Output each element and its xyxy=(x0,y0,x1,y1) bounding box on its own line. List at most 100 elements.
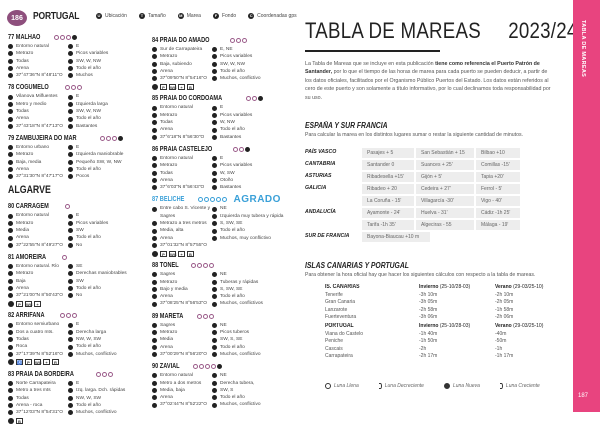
info-row: Sur de Carrapateira xyxy=(152,46,212,53)
spot-name-text: ARRIFANA xyxy=(15,312,45,320)
surf-spot-entry: 90 ZAVIAL Entorno natural Metro a dos metr… xyxy=(152,362,298,408)
info-value: E xyxy=(76,44,80,49)
info-row: E xyxy=(68,93,142,100)
rating-circles xyxy=(99,135,123,141)
info-row: NW, W, SW xyxy=(68,336,142,343)
info-icon-s xyxy=(68,388,73,394)
time-row: Tenerife -3h 10m -2h 10m xyxy=(325,292,543,300)
info-value: Todo el año xyxy=(220,344,245,350)
rating-circle-icon xyxy=(197,263,203,269)
moon-full-icon xyxy=(325,383,331,389)
info-icon-g xyxy=(68,174,73,180)
info-value: 37°12'03"N 8°54'31"O xyxy=(16,410,63,416)
info-value: SW xyxy=(76,228,84,234)
spot-details: Norte Carrapateira Metro a tres mts Todas A… xyxy=(8,380,148,416)
info-icon-u xyxy=(8,264,13,270)
spot-details: Entre cabo S. Vicente y Sagres Metrazo a … xyxy=(152,205,298,249)
info-icon-u xyxy=(8,145,13,151)
info-icon-t xyxy=(152,163,157,169)
surf-spot-entry: 83 PRAIA DA BORDEIRA Norte Carrapateira Me… xyxy=(8,370,148,424)
info-value: 37°21'00"N 8°50'43"O xyxy=(16,293,63,299)
info-value: Bastantes xyxy=(220,185,242,191)
legend-item: C Coordenadas gps xyxy=(248,13,297,19)
info-row: Izquierda muy tubera y rápida xyxy=(212,213,286,220)
info-value: Derechas maniobrables xyxy=(76,271,127,277)
winter-offset: -2h 58m xyxy=(419,306,438,313)
summer-offset: -1h 17m xyxy=(495,353,514,360)
tide-row: PAÍS VASCO Pasajes + 5 San Sebastián + 15 B… xyxy=(305,147,522,159)
spot-title: 78 COGUMELO xyxy=(8,83,148,92)
tide-offset-cell: Suances + 25' xyxy=(416,160,474,170)
rating-circle-icon xyxy=(71,313,77,319)
info-value: Muchos, conflictivo xyxy=(76,351,117,357)
info-row: E xyxy=(68,212,142,219)
spot-name-text: MALHAO xyxy=(15,34,41,41)
tide-row: La Coruña - 15' Villagarcía -30' Vigo - 40… xyxy=(305,195,522,207)
info-row: Bastantes xyxy=(212,184,286,191)
spot-title: 79 ZAMBUJEIRA DO MAR xyxy=(8,134,148,143)
spot-details: Entorno natural Metro a dos metros Media, … xyxy=(152,372,298,408)
info-icon-u xyxy=(152,105,157,111)
spot-info-right: NE Tuberas y rápidas S, SW, SE Todo el año M… xyxy=(212,271,286,307)
spot-info-right: E Picos variables SW, W, NW Todo el año Much… xyxy=(68,43,142,79)
moon-label: Luna Llena xyxy=(334,383,359,389)
info-value: Pocos xyxy=(76,174,90,180)
legend-item: F Fondo xyxy=(212,13,237,19)
info-icon-s xyxy=(68,101,73,107)
info-row: Entorno natural xyxy=(8,212,68,219)
info-value: Muchos, muy conflictivo xyxy=(220,235,271,241)
info-icon-u xyxy=(152,156,157,162)
summer-range: (29-03/25-10) xyxy=(511,322,544,329)
info-value: Metrazo xyxy=(160,54,178,60)
info-row: Bastantes xyxy=(212,134,286,141)
services-icons: B xyxy=(8,417,148,424)
info-row: Todo el año xyxy=(68,402,142,409)
info-icon-s xyxy=(212,54,217,60)
info-icon-c xyxy=(8,351,13,357)
surf-spot-entry: 79 ZAMBUJEIRA DO MAR Entorno urbano Metraz… xyxy=(8,134,148,180)
info-row: Metrazo xyxy=(152,162,212,169)
info-row: SW, S, SE xyxy=(212,336,286,343)
spot-number: 85 xyxy=(152,95,159,103)
spot-name: 81 AMOREIRA xyxy=(8,254,46,261)
info-value: 37°17'39"N 8°52'16"O xyxy=(16,351,63,357)
spot-details: Entorno natural Metrazo Todas Arena 37°6'18"… xyxy=(152,104,298,140)
info-row: No xyxy=(68,292,142,299)
rating-circles xyxy=(191,263,215,269)
info-icon-m xyxy=(8,228,13,234)
legend-label: Marea xyxy=(186,13,201,19)
info-row: Media xyxy=(8,227,68,234)
info-value: Todo el año xyxy=(76,402,101,408)
info-row: Sagres xyxy=(152,322,212,329)
info-icon-m xyxy=(8,159,13,165)
info-row: Todas xyxy=(8,395,68,402)
info-value: Metrazo xyxy=(16,152,34,158)
rating-circle-icon xyxy=(204,197,210,203)
legend-label: Fondo xyxy=(221,13,237,19)
moon-label: Luna Nueva xyxy=(452,383,480,389)
info-icon-v xyxy=(68,109,73,115)
info-row: Tuberas y rápidas xyxy=(212,279,286,286)
info-row: Metrazo xyxy=(152,279,212,286)
spot-details: Sagres Metrazo Bajo y media Arena 37°08'25"N… xyxy=(152,271,298,307)
info-value: Arena xyxy=(16,285,29,291)
info-row: Picos variables xyxy=(212,162,286,169)
info-value: Dos a cuatro mts. xyxy=(16,329,54,335)
rating-circle-icon xyxy=(64,85,70,91)
info-icon-u xyxy=(152,47,157,53)
info-icon-t xyxy=(8,101,13,107)
info-value: 37°00'29"N 8°56'20"O xyxy=(160,351,207,357)
rating-circle-icon xyxy=(66,35,72,40)
info-row: W, SW xyxy=(212,170,286,177)
spot-number: 84 xyxy=(152,37,159,44)
spot-details: Entorno natural Metrazo Media Arena 37°22'55… xyxy=(8,212,148,248)
winter-label: Invierno xyxy=(419,284,439,290)
service-icon: WC xyxy=(34,359,42,366)
info-value: NW, W, SW xyxy=(76,395,102,401)
info-row: Picos variables xyxy=(68,50,142,57)
info-row: Bajo y media xyxy=(152,286,212,293)
info-row: SW, W, NW xyxy=(68,58,142,65)
info-icon-t xyxy=(8,220,13,226)
info-icon-u xyxy=(152,322,157,328)
place: Lanzarote xyxy=(325,306,348,313)
